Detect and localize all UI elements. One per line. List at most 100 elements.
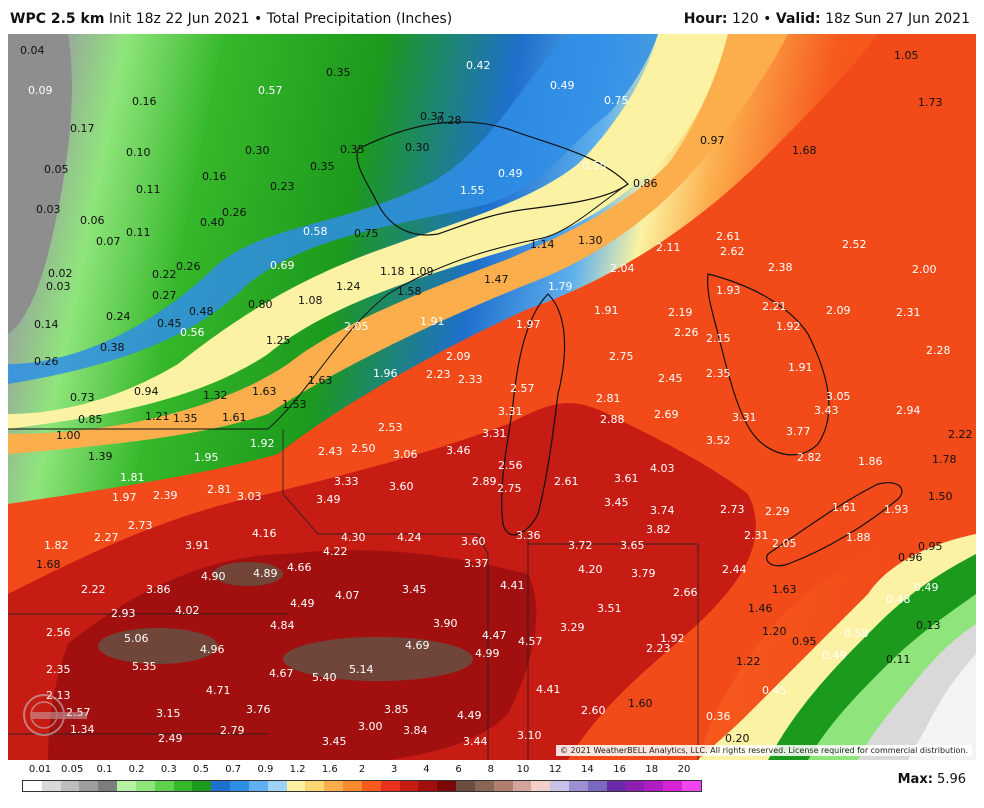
precip-value-label: 3.45: [402, 583, 427, 596]
precip-southeast-white: [908, 654, 976, 760]
precip-value-label: 0.85: [78, 413, 103, 426]
precip-value-label: 2.93: [111, 607, 136, 620]
precip-value-label: 2.49: [158, 732, 183, 745]
precip-value-label: 2.28: [926, 344, 951, 357]
legend-color-swatch: [569, 781, 588, 791]
legend-color-swatch: [192, 781, 212, 791]
precip-value-label: 1.82: [44, 539, 69, 552]
precip-value-label: 0.49: [550, 79, 575, 92]
precip-value-label: 0.30: [245, 144, 270, 157]
precip-value-label: 1.97: [516, 318, 541, 331]
precip-value-label: 2.19: [668, 306, 693, 319]
legend-tick-label: 1.2: [289, 764, 306, 775]
legend-tick-label: 14: [581, 764, 594, 775]
legend-color-swatch: [493, 781, 513, 791]
precip-value-label: 3.45: [604, 496, 629, 509]
precip-value-label: 3.60: [389, 480, 414, 493]
precip-value-label: 1.81: [120, 471, 145, 484]
precip-band-blue: [8, 34, 658, 384]
precip-value-label: 1.91: [788, 361, 813, 374]
precip-value-label: 1.18: [380, 265, 405, 278]
precip-value-label: 3.79: [631, 567, 656, 580]
legend-tick-label: 18: [645, 764, 659, 775]
precip-value-label: 0.13: [916, 619, 941, 632]
international-border: [8, 183, 629, 430]
precip-value-label: 2.35: [706, 367, 731, 380]
precip-value-label: 0.11: [126, 226, 151, 239]
precip-value-label: 2.00: [912, 263, 937, 276]
precip-value-label: 1.32: [203, 389, 228, 402]
precip-value-label: 1.30: [578, 234, 603, 247]
valid-separator: •: [763, 11, 772, 27]
precip-value-label: 2.05: [344, 320, 369, 333]
precip-value-label: 2.60: [581, 704, 606, 717]
legend-color-swatch: [135, 781, 155, 791]
legend-tick-label: 0.7: [225, 764, 242, 775]
legend-color-swatch: [625, 781, 645, 791]
legend-color-swatch: [663, 781, 682, 791]
precip-value-label: 0.26: [34, 355, 59, 368]
precip-value-label: 3.60: [461, 535, 486, 548]
precip-value-label: 0.35: [326, 66, 351, 79]
max-number: 5.96: [937, 772, 966, 787]
legend-color-swatch: [154, 781, 174, 791]
precip-value-label: 1.00: [56, 429, 81, 442]
precip-value-label: 2.61: [716, 230, 741, 243]
precip-value-label: 1.05: [894, 49, 919, 62]
legend-tick-label: 0.1: [96, 764, 113, 775]
map-title: WPC 2.5 km Init 18z 22 Jun 2021 • Total …: [10, 11, 452, 27]
precip-value-label: 0.48: [886, 593, 911, 606]
precip-value-label: 3.06: [393, 448, 418, 461]
legend-color-swatch: [550, 781, 570, 791]
precip-value-label: 2.75: [609, 350, 634, 363]
precip-value-label: 0.03: [36, 203, 61, 216]
legend-color-swatch: [399, 781, 419, 791]
precip-value-label: 1.53: [282, 398, 307, 411]
precip-value-label: 0.96: [898, 551, 923, 564]
init-time: Init 18z 22 Jun 2021: [108, 11, 250, 27]
precip-value-label: 0.14: [34, 318, 59, 331]
legend-color-swatch: [305, 781, 325, 791]
precip-value-label: 4.24: [397, 531, 422, 544]
precip-value-label: 1.09: [409, 265, 434, 278]
legend-color-swatch: [587, 781, 607, 791]
precip-value-label: 4.69: [405, 639, 430, 652]
precip-value-label: 3.00: [358, 720, 383, 733]
precip-value-label: 0.69: [270, 259, 295, 272]
precip-value-label: 0.95: [792, 635, 817, 648]
precip-value-label: 2.23: [646, 642, 671, 655]
precip-value-label: 4.89: [253, 567, 278, 580]
precip-value-label: 1.97: [112, 491, 137, 504]
precip-value-label: 2.44: [722, 563, 747, 576]
precip-value-label: 4.02: [175, 604, 200, 617]
precip-value-label: 4.07: [335, 589, 360, 602]
precip-value-label: 2.31: [744, 529, 769, 542]
legend-tick-label: 16: [613, 764, 626, 775]
precip-value-label: 4.99: [475, 647, 500, 660]
precip-max-area-1: [283, 637, 473, 681]
precip-value-label: 3.61: [614, 472, 639, 485]
precip-value-label: 3.03: [237, 490, 262, 503]
precip-value-label: 0.03: [46, 280, 71, 293]
precip-value-label: 1.21: [145, 410, 170, 423]
precip-value-label: 2.62: [720, 245, 745, 258]
legend-color-swatch: [173, 781, 193, 791]
precip-value-label: 2.26: [674, 326, 699, 339]
forecast-valid: Hour: 120 • Valid: 18z Sun 27 Jun 2021: [684, 11, 970, 27]
precip-value-label: 1.63: [308, 374, 333, 387]
precip-value-label: 1.78: [932, 453, 957, 466]
precip-value-label: 3.74: [650, 504, 675, 517]
precip-value-label: 0.24: [106, 310, 131, 323]
legend-ticks: 0.01 0.05 0.1 0.2 0.3 0.5 0.7 0.9 1.2 1.6 2 3 4 6 8 10 1…: [22, 764, 702, 778]
legend-color-swatch: [324, 781, 344, 791]
precip-value-label: 1.22: [736, 655, 761, 668]
precip-value-label: 2.33: [458, 373, 483, 386]
legend-color-swatch: [98, 781, 118, 791]
legend-tick-label: 0.9: [257, 764, 274, 775]
precip-value-label: 1.46: [748, 602, 773, 615]
legend-color-swatch: [211, 781, 231, 791]
legend-color-bar: [22, 780, 702, 792]
lake-erie-outline: [766, 482, 903, 567]
legend-tick-label: 1.6: [321, 764, 338, 775]
max-value: Max: 5.96: [898, 772, 966, 787]
